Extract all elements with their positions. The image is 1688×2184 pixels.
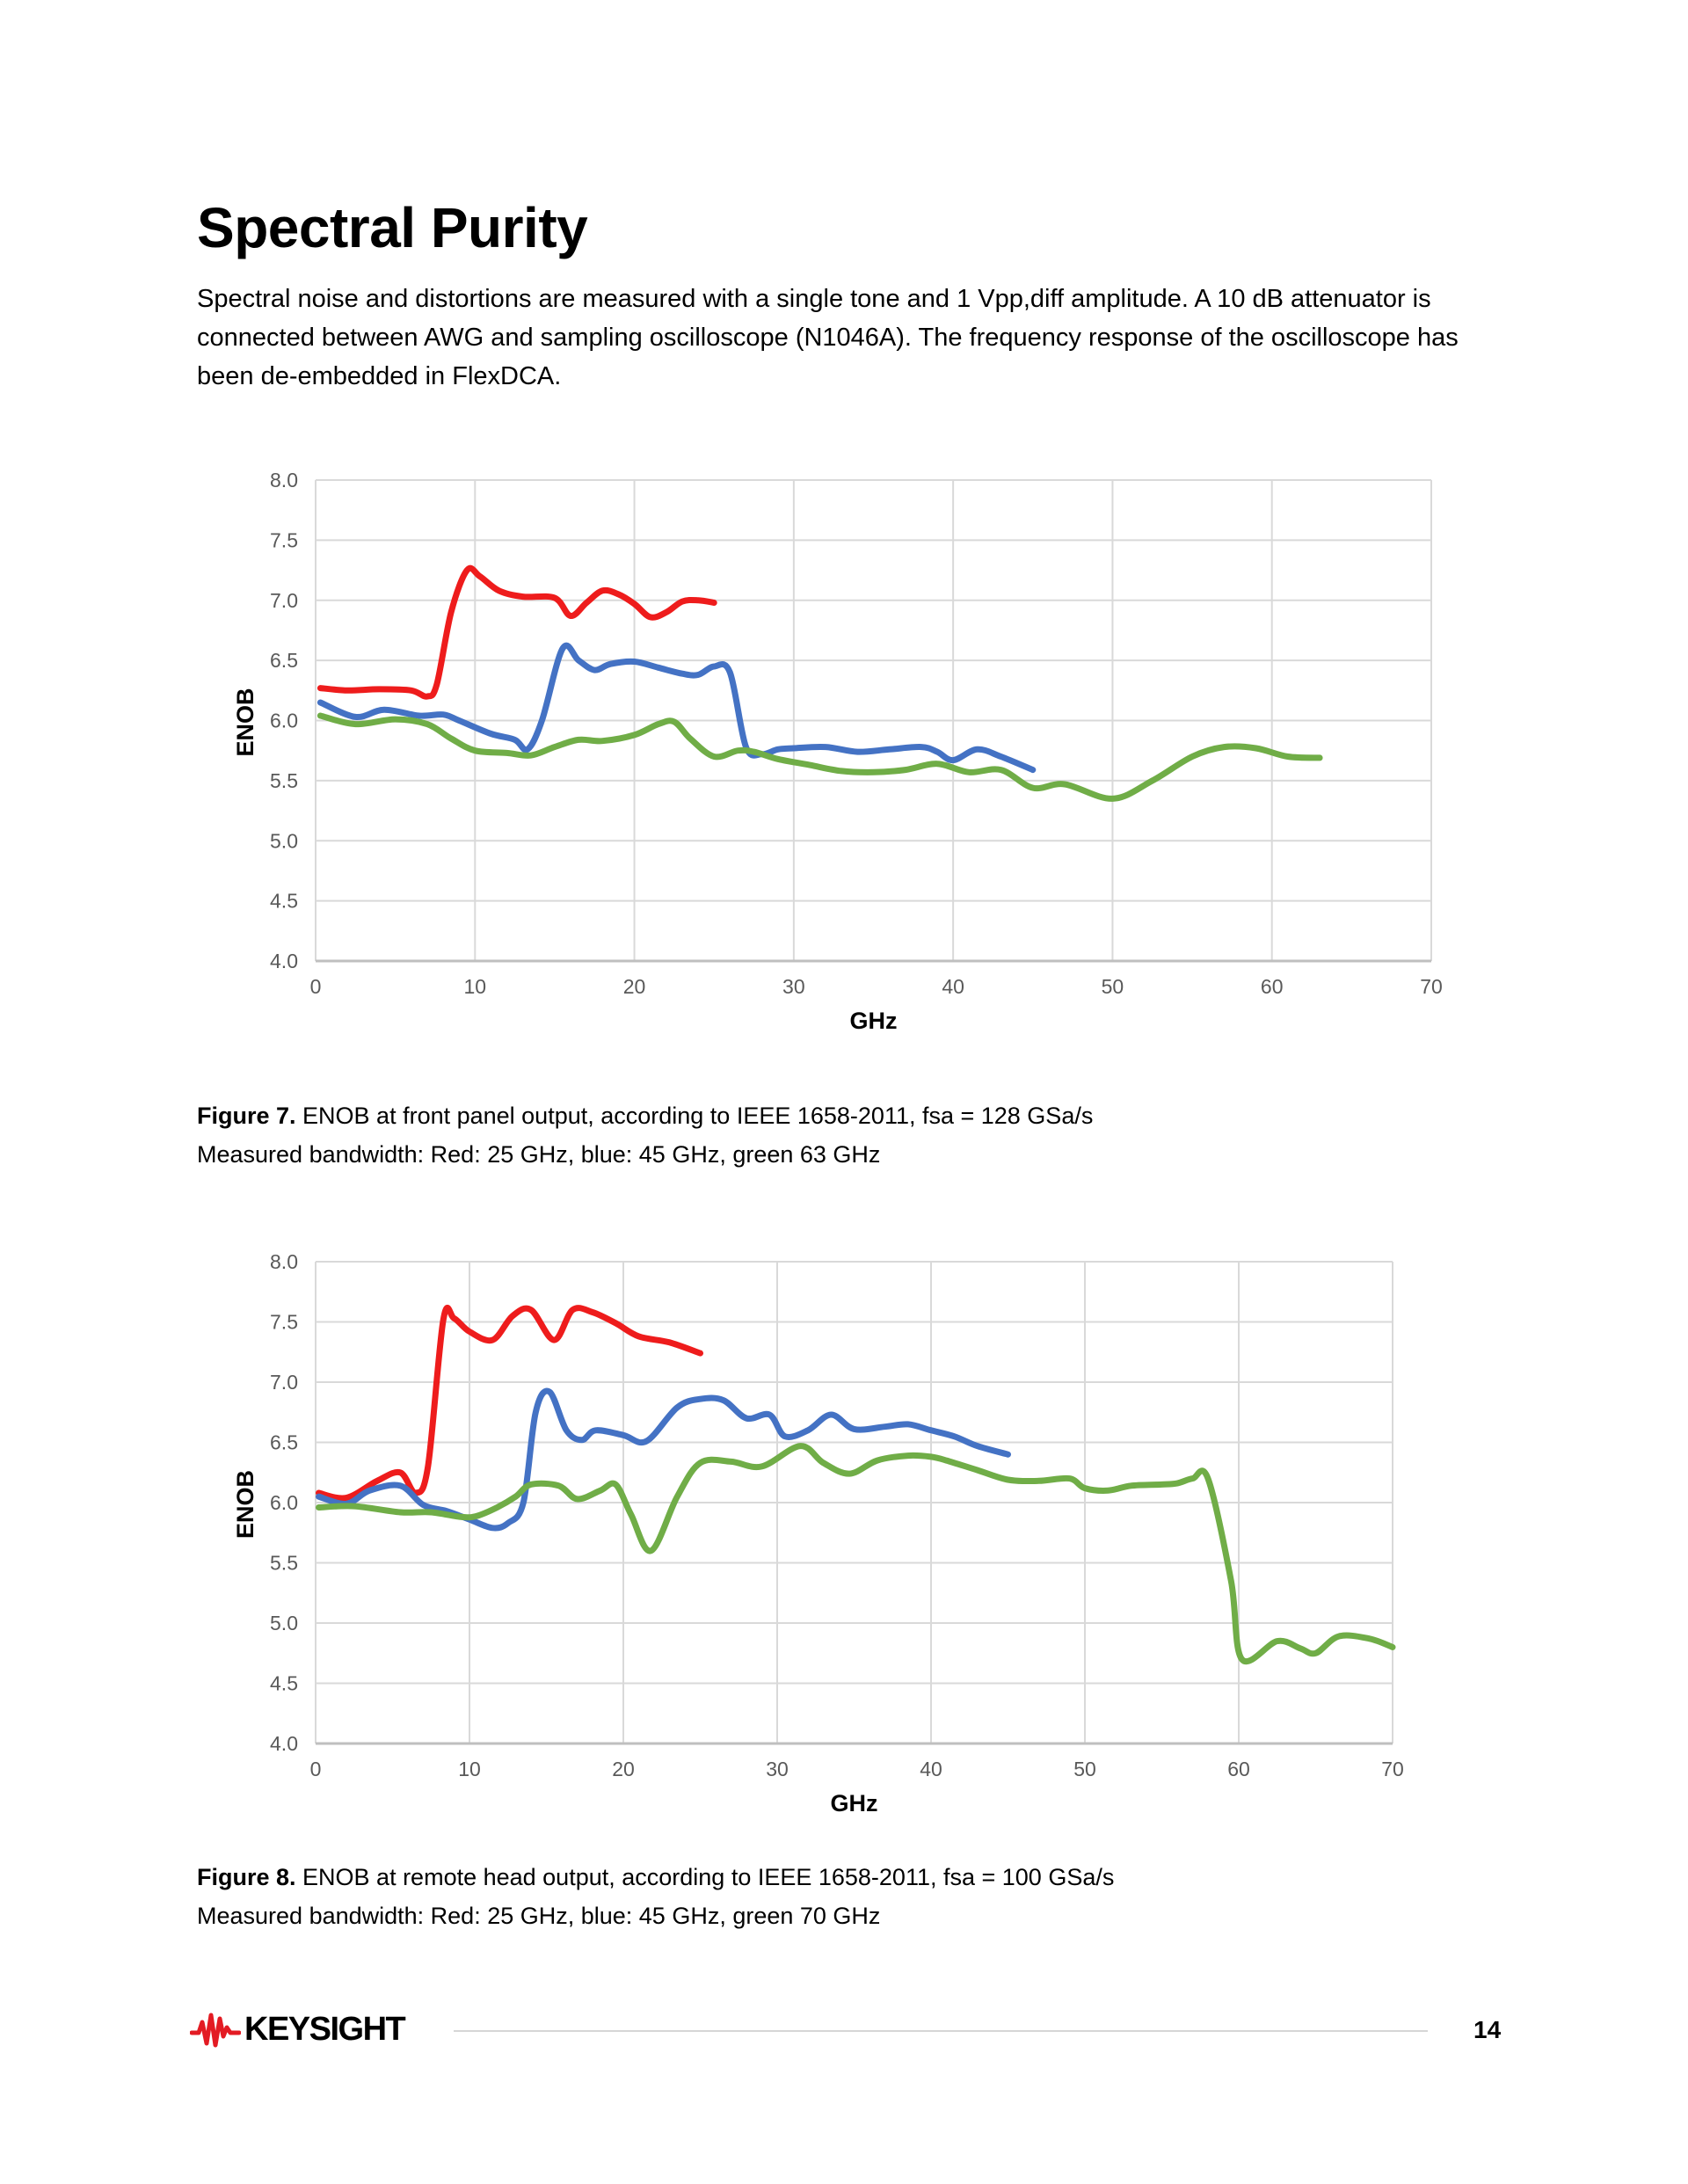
y-tick-label: 7.0 — [270, 589, 298, 612]
x-tick-label: 30 — [766, 1758, 789, 1780]
series-line-red — [316, 1304, 703, 1502]
keysight-wave-icon — [190, 2013, 241, 2048]
y-tick-label: 5.5 — [270, 769, 298, 792]
figure-8-caption: Figure 8. ENOB at remote head output, ac… — [197, 1858, 1114, 1935]
y-axis-title: ENOB — [232, 688, 258, 756]
intro-paragraph: Spectral noise and distortions are measu… — [197, 285, 1459, 390]
y-tick-label: 4.5 — [270, 890, 298, 913]
series-line-blue — [316, 1387, 1011, 1532]
keysight-logo: KEYSIGHT — [190, 2010, 406, 2049]
x-tick-label: 0 — [310, 975, 322, 998]
y-tick-label: 6.5 — [270, 1431, 298, 1454]
x-axis-title: GHz — [850, 1008, 898, 1034]
y-tick-label: 5.5 — [270, 1552, 298, 1575]
x-tick-label: 70 — [1420, 975, 1443, 998]
y-tick-label: 4.5 — [270, 1672, 298, 1695]
page-number: 14 — [1473, 2016, 1502, 2043]
x-tick-label: 60 — [1227, 1758, 1250, 1780]
y-tick-label: 7.5 — [270, 528, 298, 551]
figure-7-caption: Figure 7. ENOB at front panel output, ac… — [197, 1096, 1093, 1174]
x-tick-label: 60 — [1261, 975, 1284, 998]
y-tick-label: 6.0 — [270, 710, 298, 732]
y-tick-label: 7.0 — [270, 1371, 298, 1394]
x-tick-label: 50 — [1102, 975, 1124, 998]
x-tick-label: 10 — [458, 1758, 481, 1780]
x-tick-label: 50 — [1073, 1758, 1096, 1780]
chart-figure-8: 0 10 20 30 40 50 60 70 4.0 4.5 5.0 5.5 6.0 6.5 7.0 7.5 8… — [232, 1250, 1404, 1816]
y-tick-label: 7.5 — [270, 1311, 298, 1334]
figure-8-text: ENOB at remote head output, according to… — [295, 1864, 1115, 1890]
series-line-blue — [316, 642, 1037, 774]
y-tick-label: 8.0 — [270, 1250, 298, 1273]
figure-8-bandwidth: Measured bandwidth: Red: 25 GHz, blue: 4… — [197, 1903, 881, 1929]
y-tick-label: 5.0 — [270, 829, 298, 852]
x-tick-label: 20 — [623, 975, 646, 998]
y-tick-label: 4.0 — [270, 950, 298, 972]
figure-7-label: Figure 7. — [197, 1103, 296, 1129]
series-line-green — [316, 1443, 1396, 1665]
y-axis-title: ENOB — [232, 1470, 258, 1539]
figure-7-text: ENOB at front panel output, according to… — [295, 1103, 1094, 1129]
series-line-red — [316, 564, 717, 700]
x-tick-label: 40 — [920, 1758, 942, 1780]
x-tick-label: 30 — [782, 975, 805, 998]
page-title: Spectral Purity — [197, 196, 588, 259]
y-tick-label: 8.0 — [270, 469, 298, 491]
brand-name: KEYSIGHT — [244, 2010, 406, 2048]
x-tick-label: 70 — [1381, 1758, 1404, 1780]
x-axis-title: GHz — [831, 1790, 878, 1816]
figure-8-label: Figure 8. — [197, 1864, 296, 1890]
x-tick-label: 10 — [463, 975, 486, 998]
y-tick-label: 6.5 — [270, 649, 298, 672]
chart-figure-7: 0 10 20 30 40 50 60 70 4.0 4.5 5.0 5.5 6.0 6.5 7.0 7.5 8… — [232, 469, 1443, 1034]
y-tick-label: 6.0 — [270, 1491, 298, 1514]
series-line-green — [316, 712, 1323, 802]
y-tick-label: 4.0 — [270, 1732, 298, 1755]
x-tick-label: 20 — [612, 1758, 635, 1780]
footer-divider — [454, 2030, 1428, 2032]
x-tick-label: 0 — [310, 1758, 322, 1780]
figure-7-bandwidth: Measured bandwidth: Red: 25 GHz, blue: 4… — [197, 1141, 881, 1168]
y-tick-label: 5.0 — [270, 1612, 298, 1634]
x-tick-label: 40 — [942, 975, 964, 998]
